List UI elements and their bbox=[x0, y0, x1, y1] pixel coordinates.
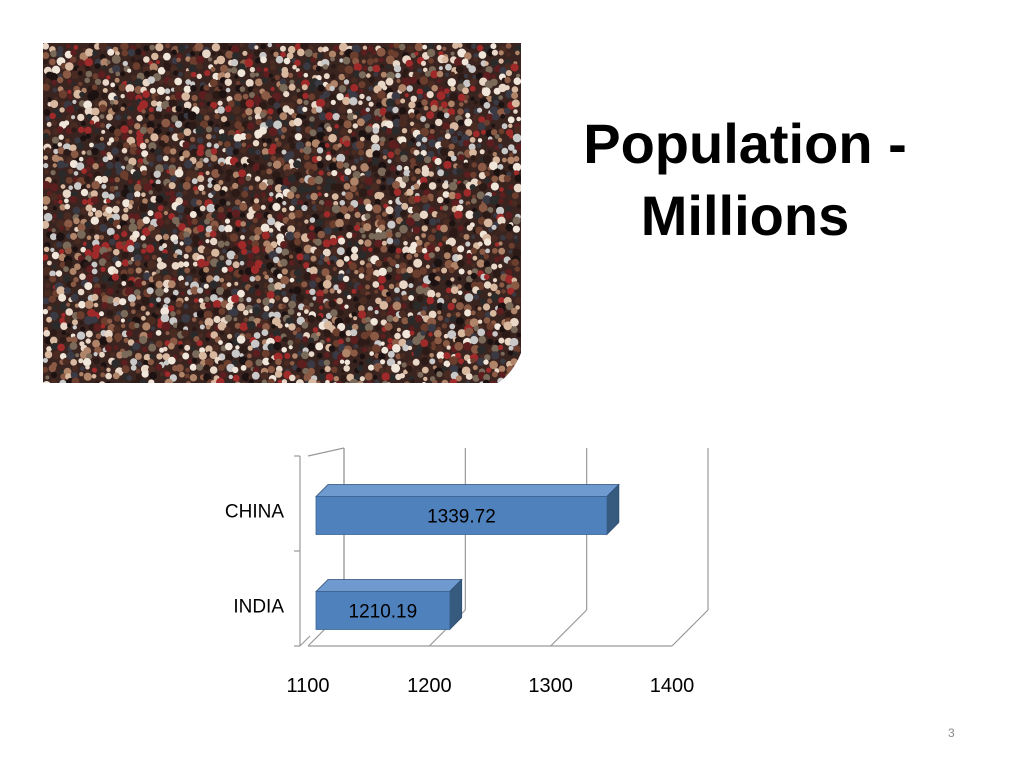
x-tick-label: 1400 bbox=[650, 675, 695, 697]
bar-data-label: 1210.19 bbox=[349, 602, 418, 623]
gridline-floor bbox=[671, 609, 709, 647]
slide-title: Population - Millions bbox=[540, 108, 950, 252]
corner-diagonal bbox=[299, 635, 311, 647]
category-label: INDIA bbox=[233, 597, 284, 618]
photo-corner-curl bbox=[498, 353, 521, 383]
bar-front-face bbox=[315, 496, 608, 535]
wall-top-diagonal bbox=[307, 447, 345, 457]
bar bbox=[315, 483, 620, 536]
slide-title-line-1: Population - bbox=[583, 112, 907, 175]
bar-top-face bbox=[315, 579, 463, 592]
population-bar-chart: 1100 1200 1300 1400 1339.72 CHINA 1210.19 INDIA bbox=[190, 420, 730, 710]
chart-canvas: 1100 1200 1300 1400 1339.72 CHINA 1210.19 INDIA bbox=[225, 447, 709, 697]
x-tick-label: 1100 bbox=[286, 675, 329, 697]
slide-title-line-2: Millions bbox=[640, 184, 850, 247]
gridline bbox=[550, 448, 588, 647]
bar bbox=[315, 578, 463, 631]
crowd-image bbox=[43, 43, 521, 383]
gridline bbox=[671, 448, 709, 647]
x-tick-label: 1200 bbox=[407, 675, 452, 697]
crowd-photo bbox=[43, 43, 521, 383]
bar-top-face bbox=[315, 484, 620, 497]
slide-number: 3 bbox=[948, 726, 955, 740]
crowd-texture bbox=[43, 43, 521, 383]
gridline-floor bbox=[550, 609, 588, 647]
bar-front-face bbox=[315, 591, 451, 630]
bar-data-label: 1339.72 bbox=[427, 507, 496, 528]
category-label: CHINA bbox=[225, 502, 284, 523]
x-tick-label: 1300 bbox=[528, 675, 573, 697]
